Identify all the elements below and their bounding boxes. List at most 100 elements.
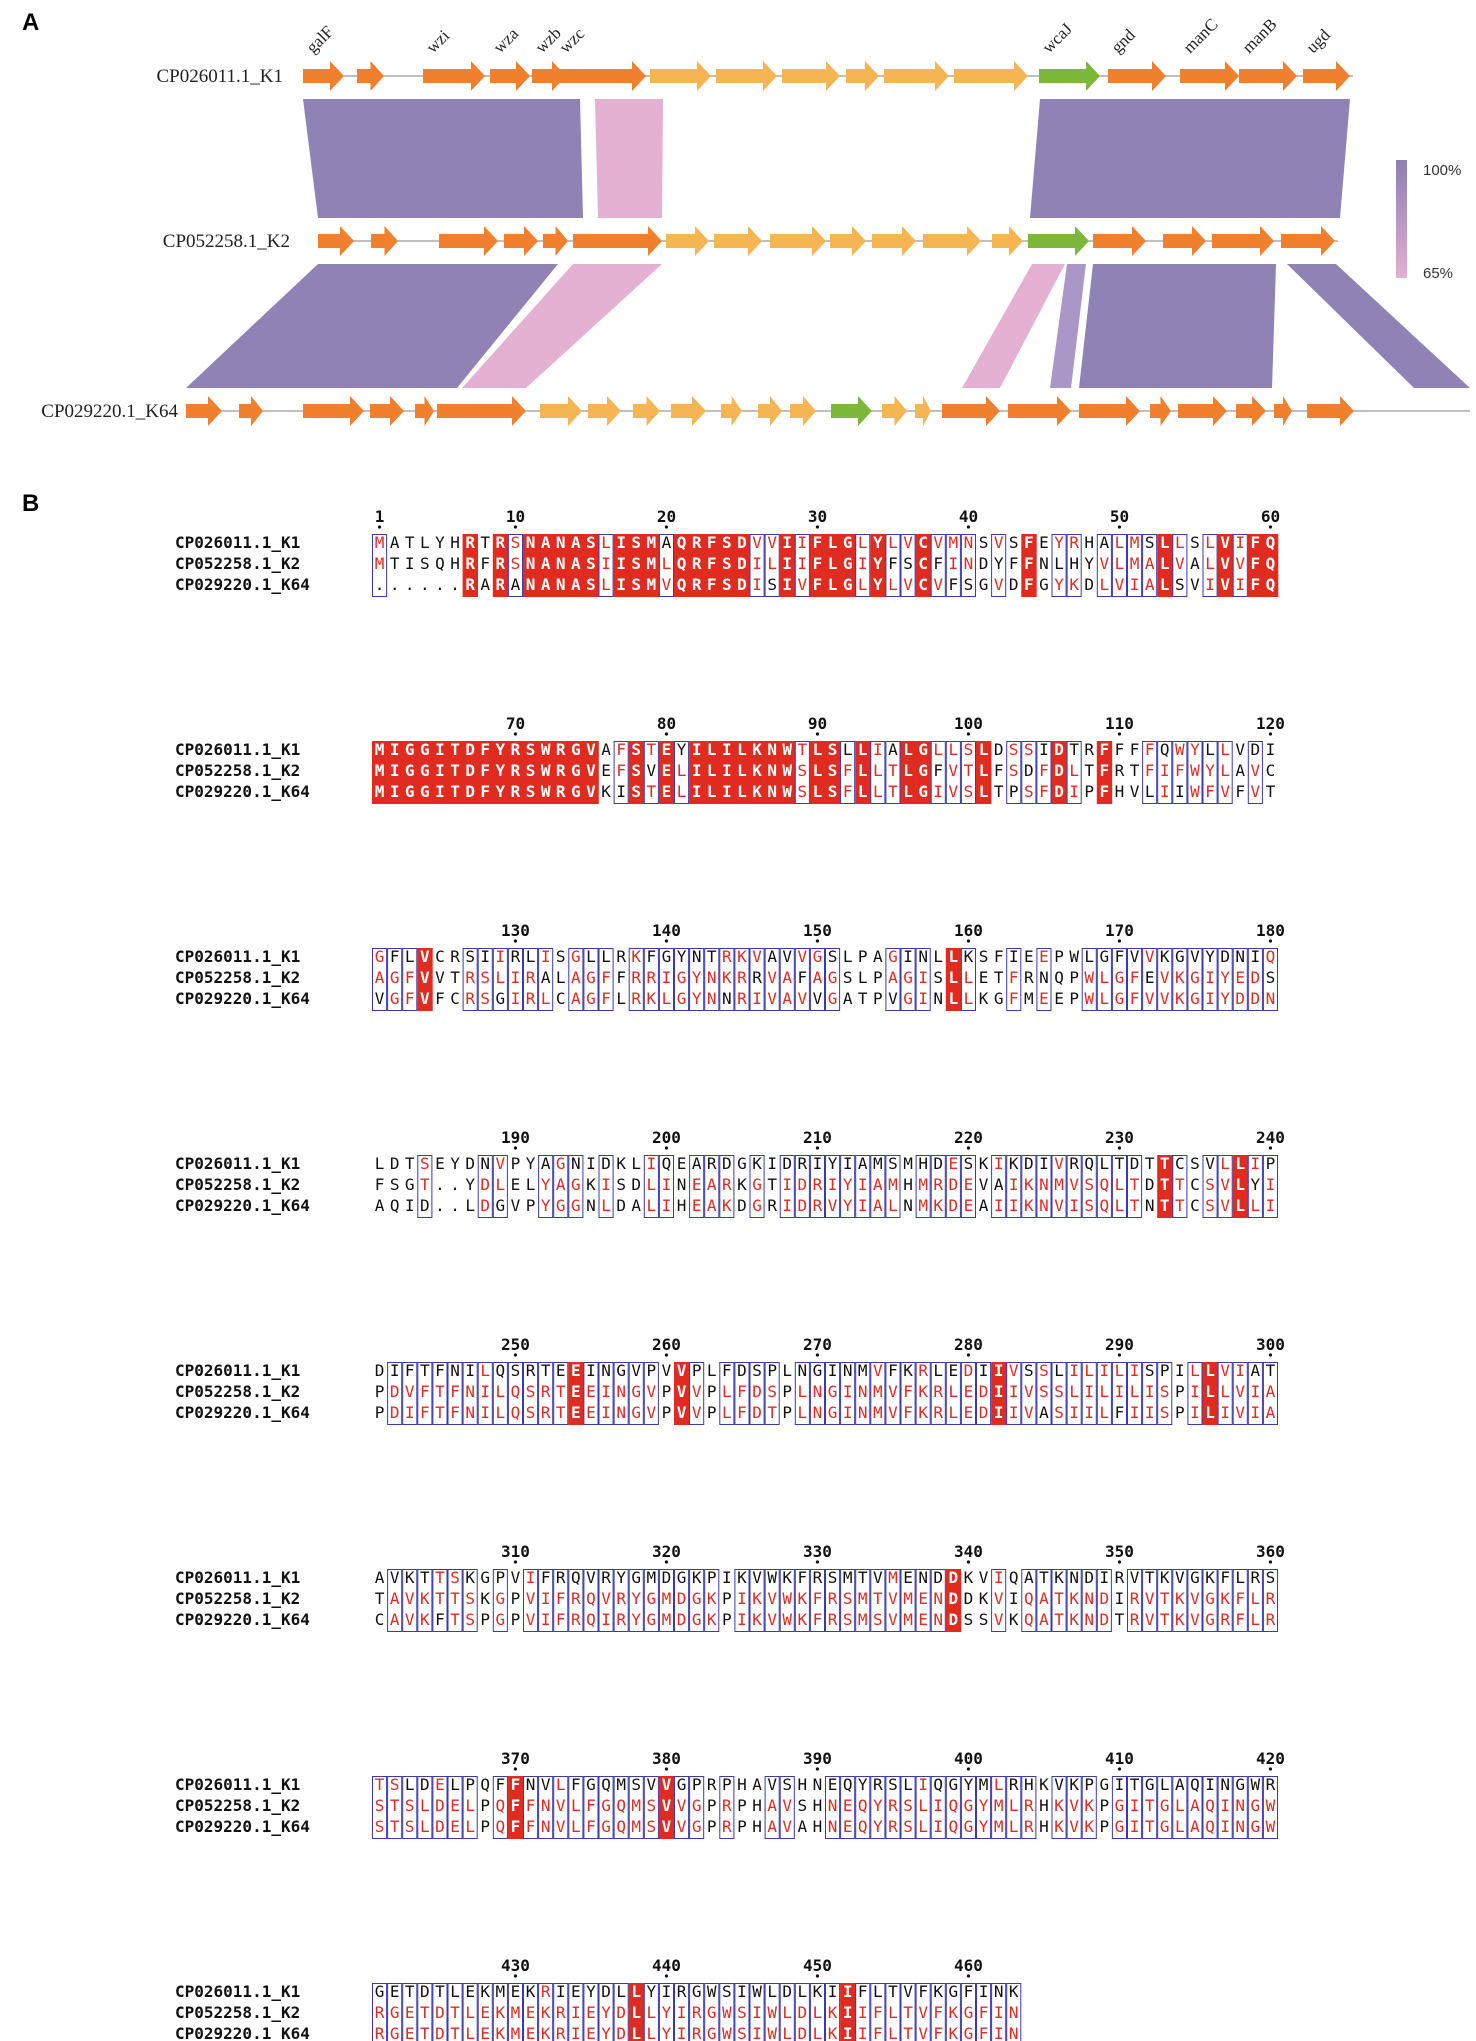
residue: I <box>1069 1361 1079 1380</box>
sequence-name: CP026011.1_K1 <box>175 533 300 552</box>
residue: S <box>450 1568 460 1587</box>
alignment-block: 370 380 390 400 410 420CP026011.1_K1CP052258.… <box>175 1749 1285 1839</box>
residue: D <box>752 1403 762 1422</box>
alignment-block: 70 80 90 100 110 120CP026011.1_K1CP052258.1_K… <box>175 714 1285 804</box>
residue: S <box>1024 1361 1034 1380</box>
residue: A <box>571 989 581 1008</box>
similar-column-box <box>1051 1569 1067 1632</box>
residue: H <box>918 1154 928 1173</box>
similar-column-box <box>538 1983 554 2041</box>
gene-arrow <box>831 396 872 426</box>
sequence-name: CP052258.1_K2 <box>175 2003 300 2022</box>
residue: V <box>767 1589 777 1608</box>
residue: M <box>631 1796 641 1815</box>
residue: Y <box>873 575 883 594</box>
similar-column-box <box>628 948 644 1011</box>
residue: R <box>692 2024 702 2041</box>
similar-column-box <box>825 1776 841 1839</box>
residue: R <box>465 533 475 552</box>
residue: P <box>1100 1796 1110 1815</box>
residue: A <box>480 575 490 594</box>
gene-label: wza <box>489 24 522 57</box>
residue: G <box>571 740 581 759</box>
residue: D <box>1084 575 1094 594</box>
residue: K <box>782 1568 792 1587</box>
residue: R <box>541 1382 551 1401</box>
residue: A <box>798 1817 808 1836</box>
residue: T <box>647 782 657 801</box>
residue: G <box>390 2024 400 2041</box>
residue: G <box>586 989 596 1008</box>
residue: D <box>782 1154 792 1173</box>
legend-gradient-bar <box>1396 160 1407 278</box>
residue: H <box>1039 1796 1049 1815</box>
residue: T <box>888 782 898 801</box>
residue: S <box>480 968 490 987</box>
similar-column-box <box>689 1983 705 2041</box>
similar-column-box <box>794 741 810 804</box>
residue: I <box>480 947 490 966</box>
residue: A <box>1266 1382 1276 1401</box>
similar-column-box <box>764 1776 780 1839</box>
residue: L <box>1160 1775 1170 1794</box>
similar-column-box <box>719 1776 735 1839</box>
residue: I <box>390 761 400 780</box>
similar-column-box <box>704 948 720 1011</box>
similar-column-box <box>840 1776 856 1839</box>
residue: D <box>964 1361 974 1380</box>
residue: F <box>798 968 808 987</box>
residue: A <box>571 575 581 594</box>
gene-arrow <box>872 226 916 256</box>
residue: P <box>873 968 883 987</box>
residue: L <box>918 1817 928 1836</box>
residue: F <box>511 1775 521 1794</box>
residue: L <box>949 989 959 1008</box>
residue: Y <box>496 782 506 801</box>
gene-arrow <box>437 396 526 426</box>
residue: F <box>1100 740 1110 759</box>
residue: F <box>435 1361 445 1380</box>
residue: K <box>828 2003 838 2022</box>
position-tick-dot <box>513 525 518 529</box>
identical-column <box>492 534 509 597</box>
residue: H <box>1024 1775 1034 1794</box>
position-tick-label: 390 <box>803 1749 832 1768</box>
residue: S <box>1054 1403 1064 1422</box>
similar-column-box <box>1172 534 1188 597</box>
residue: V <box>1130 947 1140 966</box>
residue: P <box>737 1817 747 1836</box>
residue: R <box>1130 1589 1140 1608</box>
residue: T <box>1175 1175 1185 1194</box>
residue: N <box>1039 554 1049 573</box>
similar-column-box <box>402 1569 418 1632</box>
position-tick-dot <box>377 525 382 529</box>
residue: D <box>1100 1610 1110 1629</box>
residue: L <box>798 1382 808 1401</box>
similar-column-box <box>689 948 705 1011</box>
residue: V <box>1054 1775 1064 1794</box>
similar-column-box <box>1021 1155 1037 1218</box>
residue: I <box>601 554 611 573</box>
identical-column <box>825 741 841 804</box>
residue: L <box>782 2003 792 2022</box>
similar-column-box <box>674 1569 690 1632</box>
residue: L <box>979 740 989 759</box>
identical-column <box>840 534 856 597</box>
similar-column-box <box>417 1983 433 2041</box>
residue: G <box>707 2024 717 2041</box>
residue: C <box>1190 1175 1200 1194</box>
position-tick-label: 170 <box>1105 921 1134 940</box>
similar-column-box <box>553 1569 569 1632</box>
gene-arrow <box>439 226 498 256</box>
residue: R <box>496 554 506 573</box>
residue: T <box>450 761 460 780</box>
residue: L <box>420 1817 430 1836</box>
residue: . <box>450 1196 460 1215</box>
residue: L <box>813 761 823 780</box>
position-tick-label: 120 <box>1256 714 1285 733</box>
residue: W <box>1266 1817 1276 1836</box>
residue: M <box>511 2003 521 2022</box>
residue: Y <box>1220 989 1230 1008</box>
residue: A <box>1039 1589 1049 1608</box>
similar-column-box <box>1066 534 1082 597</box>
